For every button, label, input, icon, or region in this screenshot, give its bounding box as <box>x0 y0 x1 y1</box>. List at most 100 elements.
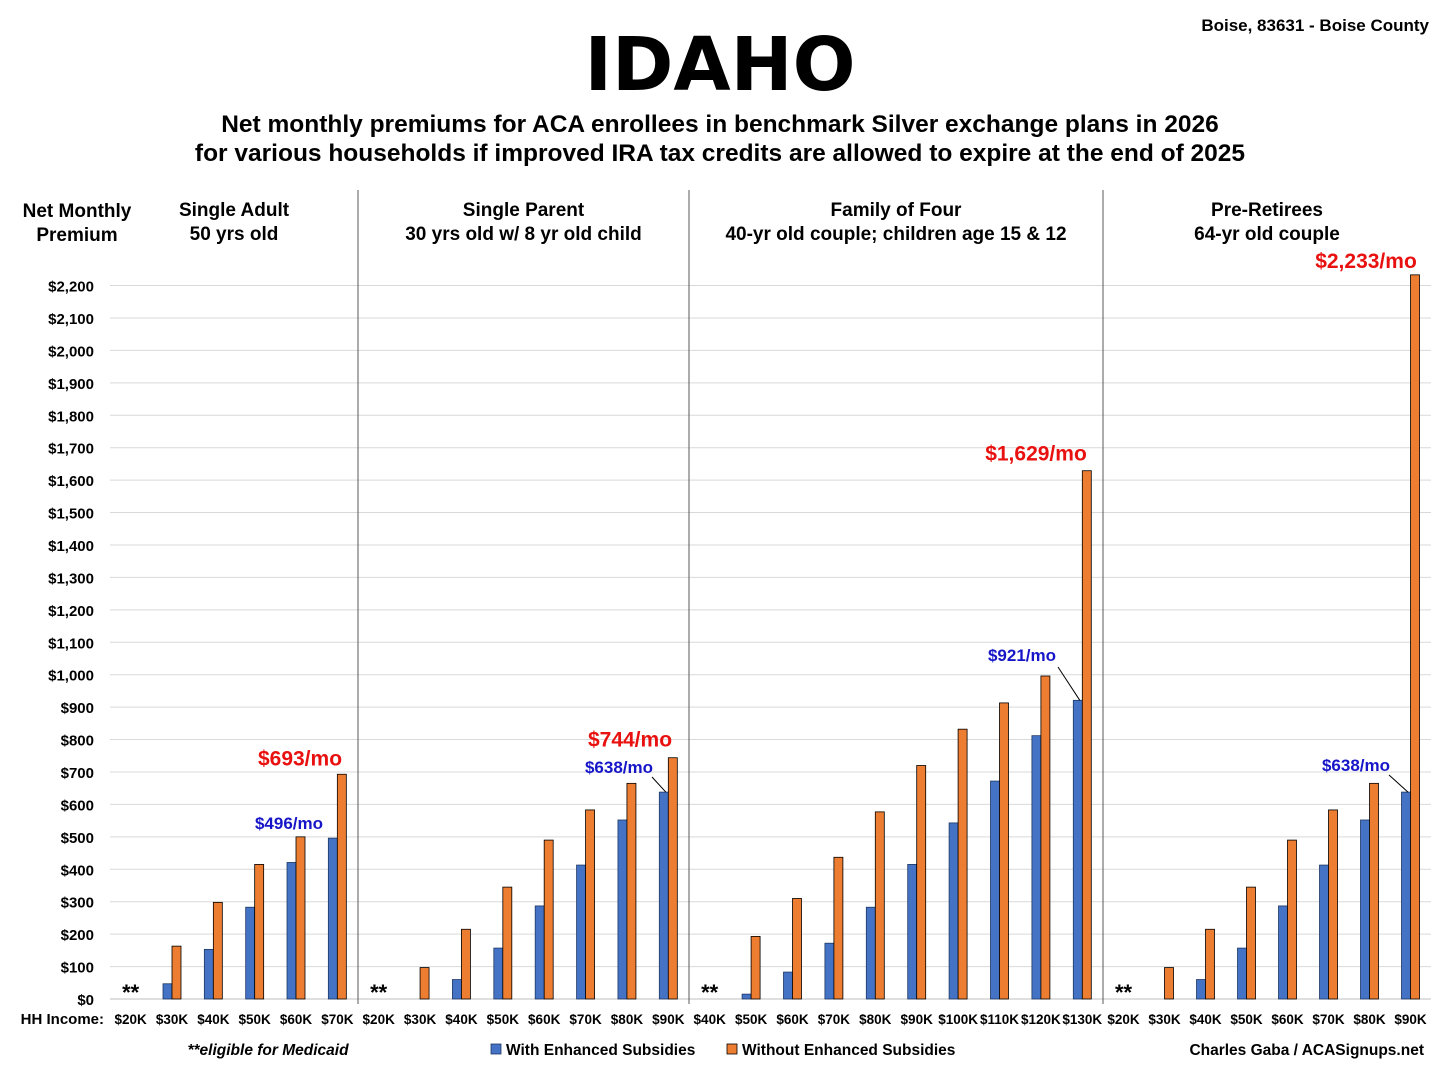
bar-without-subsidies <box>336 773 347 1000</box>
bar-without-subsidies <box>750 936 761 1000</box>
y-axis-label-line-1: Net Monthly <box>23 201 132 222</box>
x-tick-label: $60K <box>1271 1012 1304 1027</box>
x-tick-label: $90K <box>652 1012 685 1027</box>
y-tick-label: $2,000 <box>48 343 94 360</box>
bar-without-subsidies <box>957 728 968 1000</box>
x-tick-label: $20K <box>1107 1012 1140 1027</box>
y-tick-label: $1,300 <box>48 570 94 587</box>
bar-with-subsidies <box>576 864 586 1000</box>
y-tick-label: $1,500 <box>48 506 94 523</box>
bar-with-subsidies <box>990 780 1000 1000</box>
x-tick-label: $100K <box>938 1012 978 1027</box>
bar-without-subsidies <box>874 811 885 1000</box>
bar-with-subsidies <box>1237 947 1247 1000</box>
y-tick-label: $1,600 <box>48 473 94 490</box>
bar-with-subsidies <box>1319 864 1329 1000</box>
y-tick-label: $1,400 <box>48 538 94 555</box>
y-tick-label: $700 <box>61 765 94 782</box>
group-title-line-2: 64-yr old couple <box>1194 224 1340 245</box>
bar-without-subsidies <box>295 836 306 1000</box>
bar-without-subsidies <box>999 702 1009 1000</box>
bar-with-subsidies <box>1401 791 1411 1000</box>
y-tick-label: $1,900 <box>48 376 94 393</box>
callout-without: $744/mo <box>588 729 672 752</box>
callout-without: $1,629/mo <box>985 443 1087 466</box>
bar-without-subsidies <box>1369 782 1379 1000</box>
footnote: **eligible for Medicaid <box>187 1042 349 1059</box>
bar-without-subsidies <box>1410 274 1420 1000</box>
x-tick-label: $120K <box>1021 1012 1061 1027</box>
bar-with-subsidies <box>452 979 462 1000</box>
bar-with-subsidies <box>245 906 256 1000</box>
bar-with-subsidies <box>824 942 835 1000</box>
bar-with-subsidies <box>1196 979 1206 1000</box>
bar-with-subsidies <box>1278 905 1288 1000</box>
bar-with-subsidies <box>286 862 297 1000</box>
x-tick-label: $90K <box>901 1012 934 1027</box>
x-tick-label: $50K <box>239 1012 272 1027</box>
bar-without-subsidies <box>1246 886 1256 1000</box>
x-tick-label: $60K <box>528 1012 561 1027</box>
x-tick-label: $90K <box>1394 1012 1427 1027</box>
group-title-line-2: 40-yr old couple; children age 15 & 12 <box>725 224 1066 245</box>
y-tick-label: $100 <box>61 960 94 977</box>
y-tick-label: $900 <box>61 700 94 717</box>
group-title-line-2: 50 yrs old <box>190 224 279 245</box>
bar-without-subsidies <box>916 765 927 1000</box>
y-tick-label: $300 <box>61 895 94 912</box>
legend-label-with: With Enhanced Subsidies <box>506 1042 695 1059</box>
bar-with-subsidies <box>162 983 173 1000</box>
x-tick-label: $60K <box>776 1012 809 1027</box>
x-tick-label: $50K <box>735 1012 768 1027</box>
chart-subtitle-line-2: for various households if improved IRA t… <box>195 140 1245 167</box>
bar-without-subsidies <box>1081 470 1092 1000</box>
y-axis-label-line-2: Premium <box>36 225 117 246</box>
y-tick-label: $500 <box>61 830 94 847</box>
legend-swatch-without <box>726 1043 738 1055</box>
callout-without: $693/mo <box>258 747 342 770</box>
bar-with-subsidies <box>1360 819 1370 1000</box>
y-tick-label: $1,200 <box>48 603 94 620</box>
x-tick-label: $60K <box>280 1012 313 1027</box>
callout-leader-line <box>651 776 667 793</box>
bar-without-subsidies <box>667 757 678 1000</box>
x-axis-label: HH Income: <box>21 1011 104 1028</box>
y-tick-label: $1,700 <box>48 441 94 458</box>
medicaid-marker: ** <box>1115 980 1133 1005</box>
x-tick-label: $20K <box>363 1012 396 1027</box>
x-tick-label: $40K <box>1189 1012 1222 1027</box>
bar-without-subsidies <box>626 782 637 1000</box>
location-label: Boise, 83631 - Boise County <box>1201 16 1429 35</box>
group-title-line-1: Pre-Retirees <box>1211 200 1323 221</box>
x-tick-label: $70K <box>818 1012 851 1027</box>
bar-with-subsidies <box>741 993 752 1000</box>
y-tick-label: $200 <box>61 927 94 944</box>
bar-with-subsidies <box>948 822 959 1000</box>
x-tick-label: $80K <box>611 1012 644 1027</box>
y-tick-label: $400 <box>61 862 94 879</box>
x-tick-label: $20K <box>115 1012 148 1027</box>
bar-without-subsidies <box>171 945 182 1000</box>
bar-with-subsidies <box>1072 699 1083 1000</box>
bar-with-subsidies <box>493 947 504 1000</box>
x-tick-label: $80K <box>859 1012 892 1027</box>
medicaid-marker: ** <box>701 980 719 1005</box>
bar-without-subsidies <box>543 839 554 1000</box>
bar-with-subsidies <box>327 837 338 1000</box>
group-title-line-2: 30 yrs old w/ 8 yr old child <box>405 224 642 245</box>
x-tick-label: $30K <box>156 1012 189 1027</box>
group-title-line-1: Family of Four <box>831 200 963 221</box>
x-tick-label: $50K <box>1230 1012 1263 1027</box>
bar-without-subsidies <box>833 856 844 1000</box>
y-tick-label: $0 <box>77 992 94 1009</box>
y-tick-label: $600 <box>61 797 94 814</box>
callout-with: $496/mo <box>255 814 323 833</box>
y-tick-label: $800 <box>61 733 94 750</box>
x-tick-label: $30K <box>404 1012 437 1027</box>
bar-without-subsidies <box>1040 675 1051 1000</box>
bar-without-subsidies <box>792 898 802 1000</box>
medicaid-marker: ** <box>122 980 140 1005</box>
callout-with: $638/mo <box>1322 756 1390 775</box>
